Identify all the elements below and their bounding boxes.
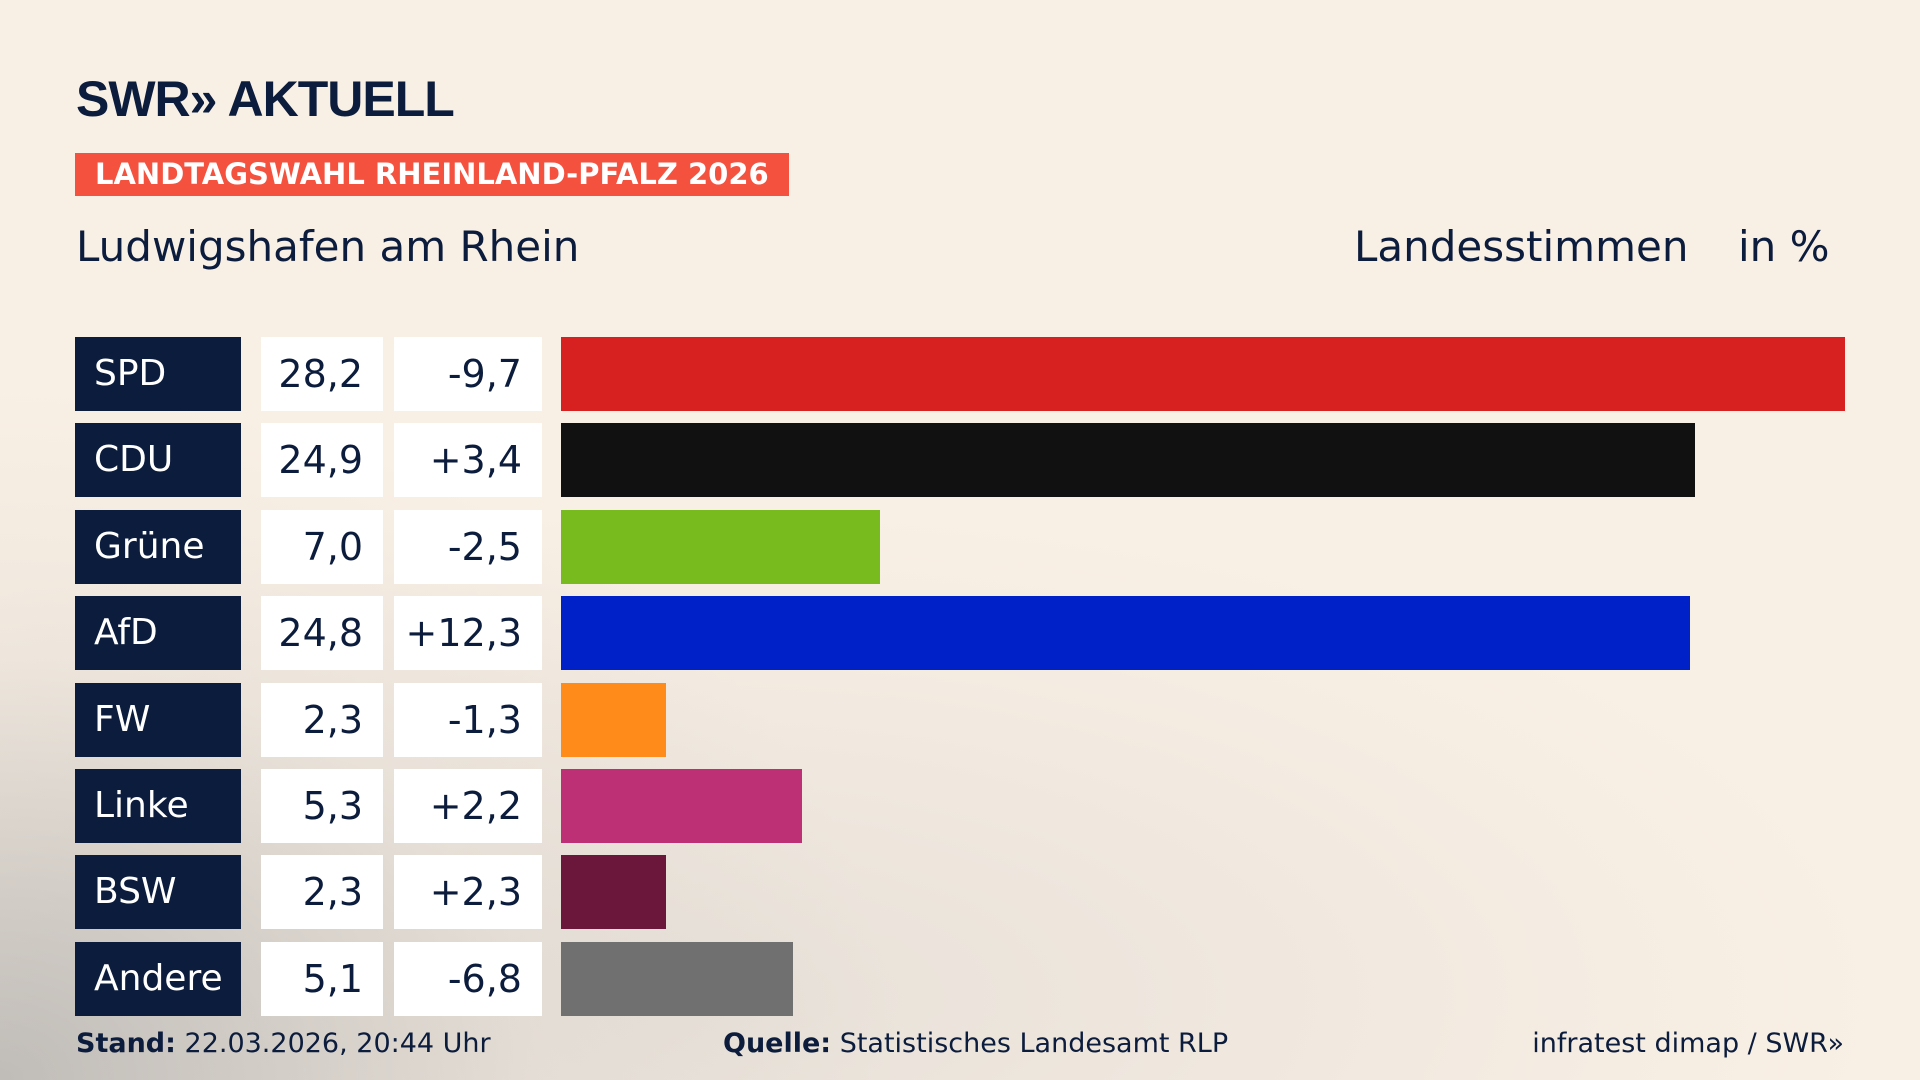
bar-grüne [561, 509, 880, 584]
bar-fw [561, 682, 666, 757]
party-label: SPD [75, 337, 241, 411]
change-label: -2,5 [394, 509, 542, 584]
vote-type-label: Landesstimmen [1354, 222, 1689, 271]
party-label: BSW [75, 855, 241, 930]
party-label: FW [75, 682, 241, 757]
credit: infratest dimap / SWR» [1532, 1028, 1844, 1059]
swr-aktuell-logo: SWR» AKTUELL [76, 71, 455, 127]
party-label: CDU [75, 423, 241, 498]
party-label: Andere [75, 941, 241, 1016]
change-label: +2,2 [394, 769, 542, 843]
change-label: -1,3 [394, 682, 542, 757]
source-label: Quelle: [723, 1028, 832, 1059]
bar-bsw [561, 855, 666, 930]
stand-value: 22.03.2026, 20:44 Uhr [184, 1028, 491, 1059]
timestamp: Stand: 22.03.2026, 20:44 Uhr [76, 1028, 491, 1059]
value-label: 24,8 [261, 596, 383, 671]
value-label: 5,1 [261, 941, 383, 1016]
value-label: 7,0 [261, 509, 383, 584]
bar-spd [561, 337, 1845, 411]
change-label: -6,8 [394, 941, 542, 1016]
change-label: +12,3 [394, 596, 542, 671]
value-label: 24,9 [261, 423, 383, 498]
stand-label: Stand: [76, 1028, 176, 1059]
source-value: Statistisches Landesamt RLP [839, 1028, 1229, 1059]
value-label: 5,3 [261, 769, 383, 843]
change-label: +2,3 [394, 855, 542, 930]
election-banner: LANDTAGSWAHL RHEINLAND-PFALZ 2026 [75, 153, 789, 196]
bar-andere [561, 941, 794, 1016]
change-label: -9,7 [394, 337, 542, 411]
bar-cdu [561, 423, 1695, 498]
party-label: AfD [75, 596, 241, 671]
unit-label: in % [1738, 222, 1830, 271]
party-label: Grüne [75, 509, 241, 584]
source: Quelle: Statistisches Landesamt RLP [723, 1028, 1228, 1059]
change-label: +3,4 [394, 423, 542, 498]
region-title: Ludwigshafen am Rhein [76, 222, 580, 271]
bar-linke [561, 769, 803, 843]
value-label: 2,3 [261, 682, 383, 757]
party-label: Linke [75, 769, 241, 843]
value-label: 2,3 [261, 855, 383, 930]
value-label: 28,2 [261, 337, 383, 411]
bar-afd [561, 596, 1691, 671]
